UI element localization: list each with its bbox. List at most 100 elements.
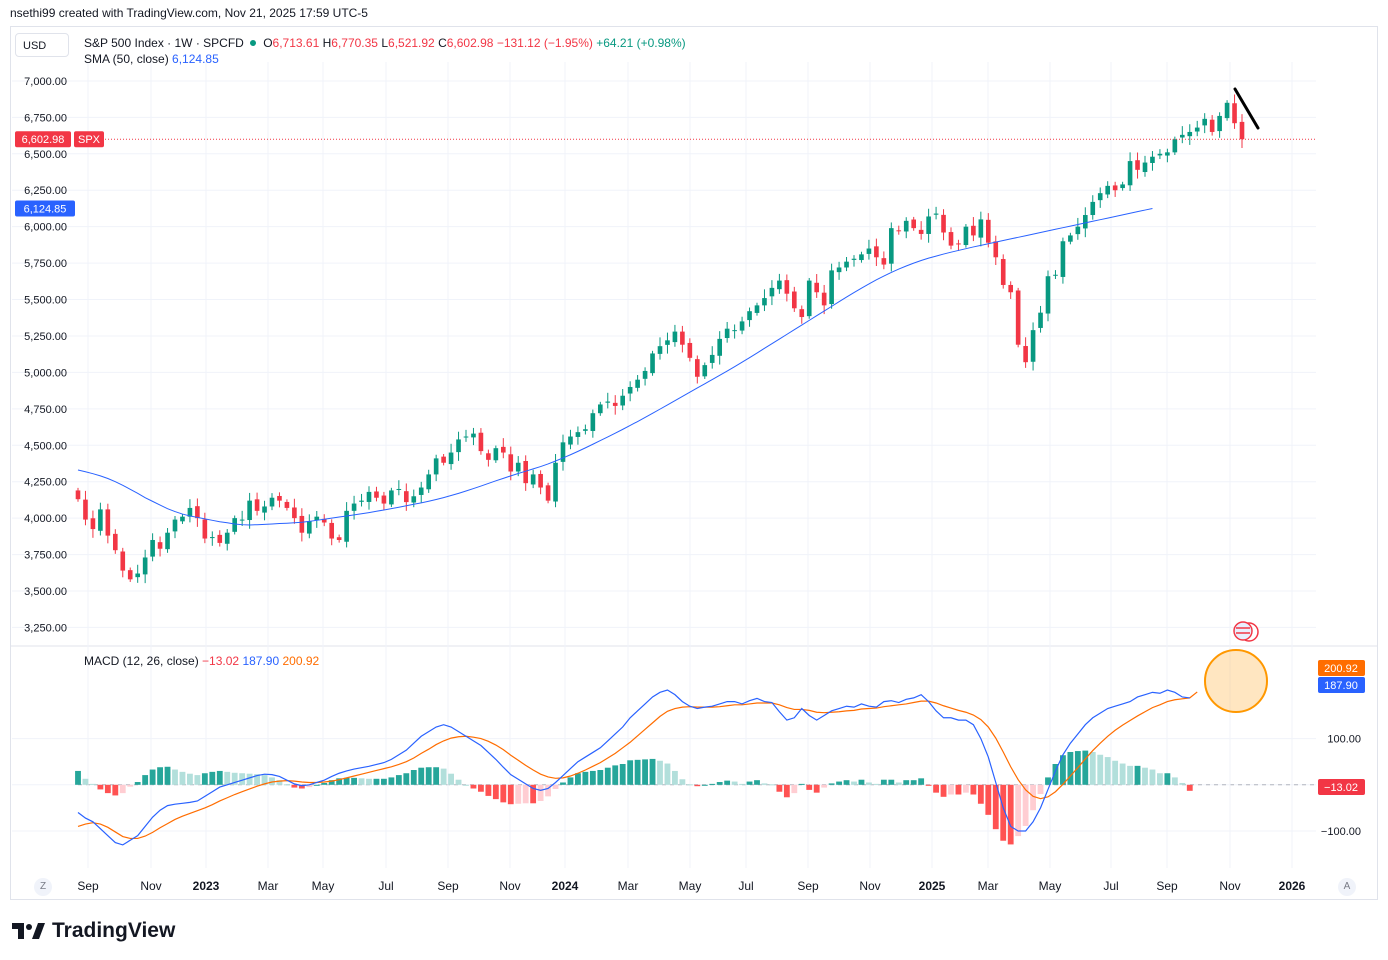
candle-body	[463, 436, 469, 438]
candle-body	[545, 485, 551, 501]
candle-body	[195, 506, 200, 519]
candle-body	[717, 338, 723, 356]
candle-body	[926, 216, 931, 234]
candle-body	[665, 340, 670, 345]
histogram-bar	[955, 784, 962, 795]
histogram-bar	[492, 784, 499, 800]
histogram-bar	[1060, 755, 1066, 785]
candle-body	[680, 331, 685, 345]
histogram-bar	[1030, 784, 1036, 811]
histogram-bar	[1000, 784, 1007, 841]
zoom-button[interactable]: Z	[34, 878, 52, 896]
legend-symbol[interactable]: S&P 500 Index · 1W · SPCFD	[84, 36, 244, 50]
candle-body	[1053, 274, 1058, 276]
macd-badge	[1318, 677, 1365, 693]
legend-sma-row[interactable]: SMA (50, close) 6,124.85	[84, 51, 686, 67]
candle-body	[418, 487, 424, 495]
histogram-bar	[463, 784, 469, 786]
tradingview-logo-icon	[12, 923, 45, 939]
grid-lines	[11, 62, 1377, 868]
histogram-bar	[791, 784, 798, 794]
legend-open-label: O	[263, 36, 273, 50]
histogram-bar	[776, 784, 783, 792]
candle-body	[1127, 161, 1133, 186]
chart-frame	[10, 26, 1378, 900]
candle-body	[448, 452, 454, 465]
candle-body	[217, 534, 223, 543]
tradingview-logo[interactable]: TradingView	[10, 918, 175, 944]
candle-body	[814, 282, 820, 293]
candle-body	[583, 429, 588, 431]
histogram-bar	[746, 781, 753, 785]
candle-body	[403, 491, 409, 503]
candle-body	[948, 232, 954, 246]
histogram-bar	[873, 783, 880, 785]
histogram-bar	[224, 771, 231, 785]
candle-body	[247, 500, 252, 521]
time-axis[interactable]: Sep Nov 2023 Mar May Jul Sep Nov 2024 Mar May Jul Se…	[77, 879, 1305, 893]
candle-body	[1075, 226, 1081, 235]
candle-body	[956, 243, 961, 245]
histogram-bar	[709, 783, 716, 785]
candle-body	[985, 219, 991, 243]
histogram-bar	[1097, 754, 1104, 785]
candle-body	[1082, 215, 1088, 229]
candle-body	[829, 270, 834, 305]
candle-body	[344, 510, 349, 542]
histogram-bar	[701, 784, 708, 786]
histogram-bar	[992, 784, 999, 830]
histogram-bar	[254, 774, 260, 785]
candle-body	[389, 490, 394, 505]
candle-body	[896, 230, 902, 232]
histogram-bar	[343, 777, 350, 785]
time-tick-label: May	[312, 879, 335, 893]
candle-body	[642, 370, 648, 379]
histogram-bar	[448, 773, 454, 785]
macd-line	[77, 689, 1190, 846]
histogram-bar	[1067, 751, 1074, 785]
candle-body	[687, 342, 693, 358]
candle-body	[724, 328, 730, 339]
macd-legend[interactable]: MACD (12, 26, close) −13.02 187.90 200.9…	[84, 654, 319, 668]
candle-body	[1202, 118, 1208, 126]
time-tick-label: Nov	[499, 879, 520, 893]
candle-body	[1112, 185, 1118, 191]
currency-button[interactable]: USD	[15, 33, 69, 57]
histogram-bar	[500, 784, 507, 803]
histogram-bar	[470, 784, 477, 789]
candle-body	[874, 246, 879, 258]
candle-body	[1038, 312, 1043, 328]
histogram-bar	[1007, 784, 1014, 845]
candle-body	[515, 462, 521, 472]
histogram-bar	[1119, 763, 1126, 785]
histogram-bar	[612, 765, 619, 785]
histogram-bar	[157, 767, 163, 785]
price-tick-label: 3,500.00	[24, 586, 67, 598]
candles	[75, 94, 1245, 584]
time-tick-label: 2024	[552, 879, 579, 893]
candle-body	[627, 386, 633, 394]
histogram-bar	[724, 780, 731, 785]
time-tick-label: Nov	[1219, 879, 1240, 893]
histogram-bar	[187, 773, 193, 785]
legend-post-market: +64.21 (+0.98%)	[596, 36, 686, 50]
histogram-bar	[851, 781, 857, 785]
candle-body	[702, 365, 708, 377]
candle-body	[456, 439, 461, 453]
histogram-bar	[298, 784, 305, 789]
candle-body	[209, 537, 215, 539]
candle-body	[1172, 139, 1178, 153]
histogram-bar	[119, 784, 126, 794]
candle-body	[612, 402, 618, 406]
histogram-bar	[1157, 773, 1163, 785]
histogram-bar	[291, 784, 298, 788]
histogram-bar	[403, 773, 410, 785]
histogram-bar	[582, 771, 589, 785]
candle-body	[329, 522, 335, 539]
histogram-bar	[1142, 767, 1148, 785]
price-axis[interactable]: 3,250.00 3,500.00 3,750.00 4,000.00 4,250.00…	[24, 76, 67, 634]
auto-scale-button[interactable]: A	[1338, 878, 1356, 896]
histogram-bar	[328, 780, 335, 785]
candle-body	[500, 446, 506, 453]
